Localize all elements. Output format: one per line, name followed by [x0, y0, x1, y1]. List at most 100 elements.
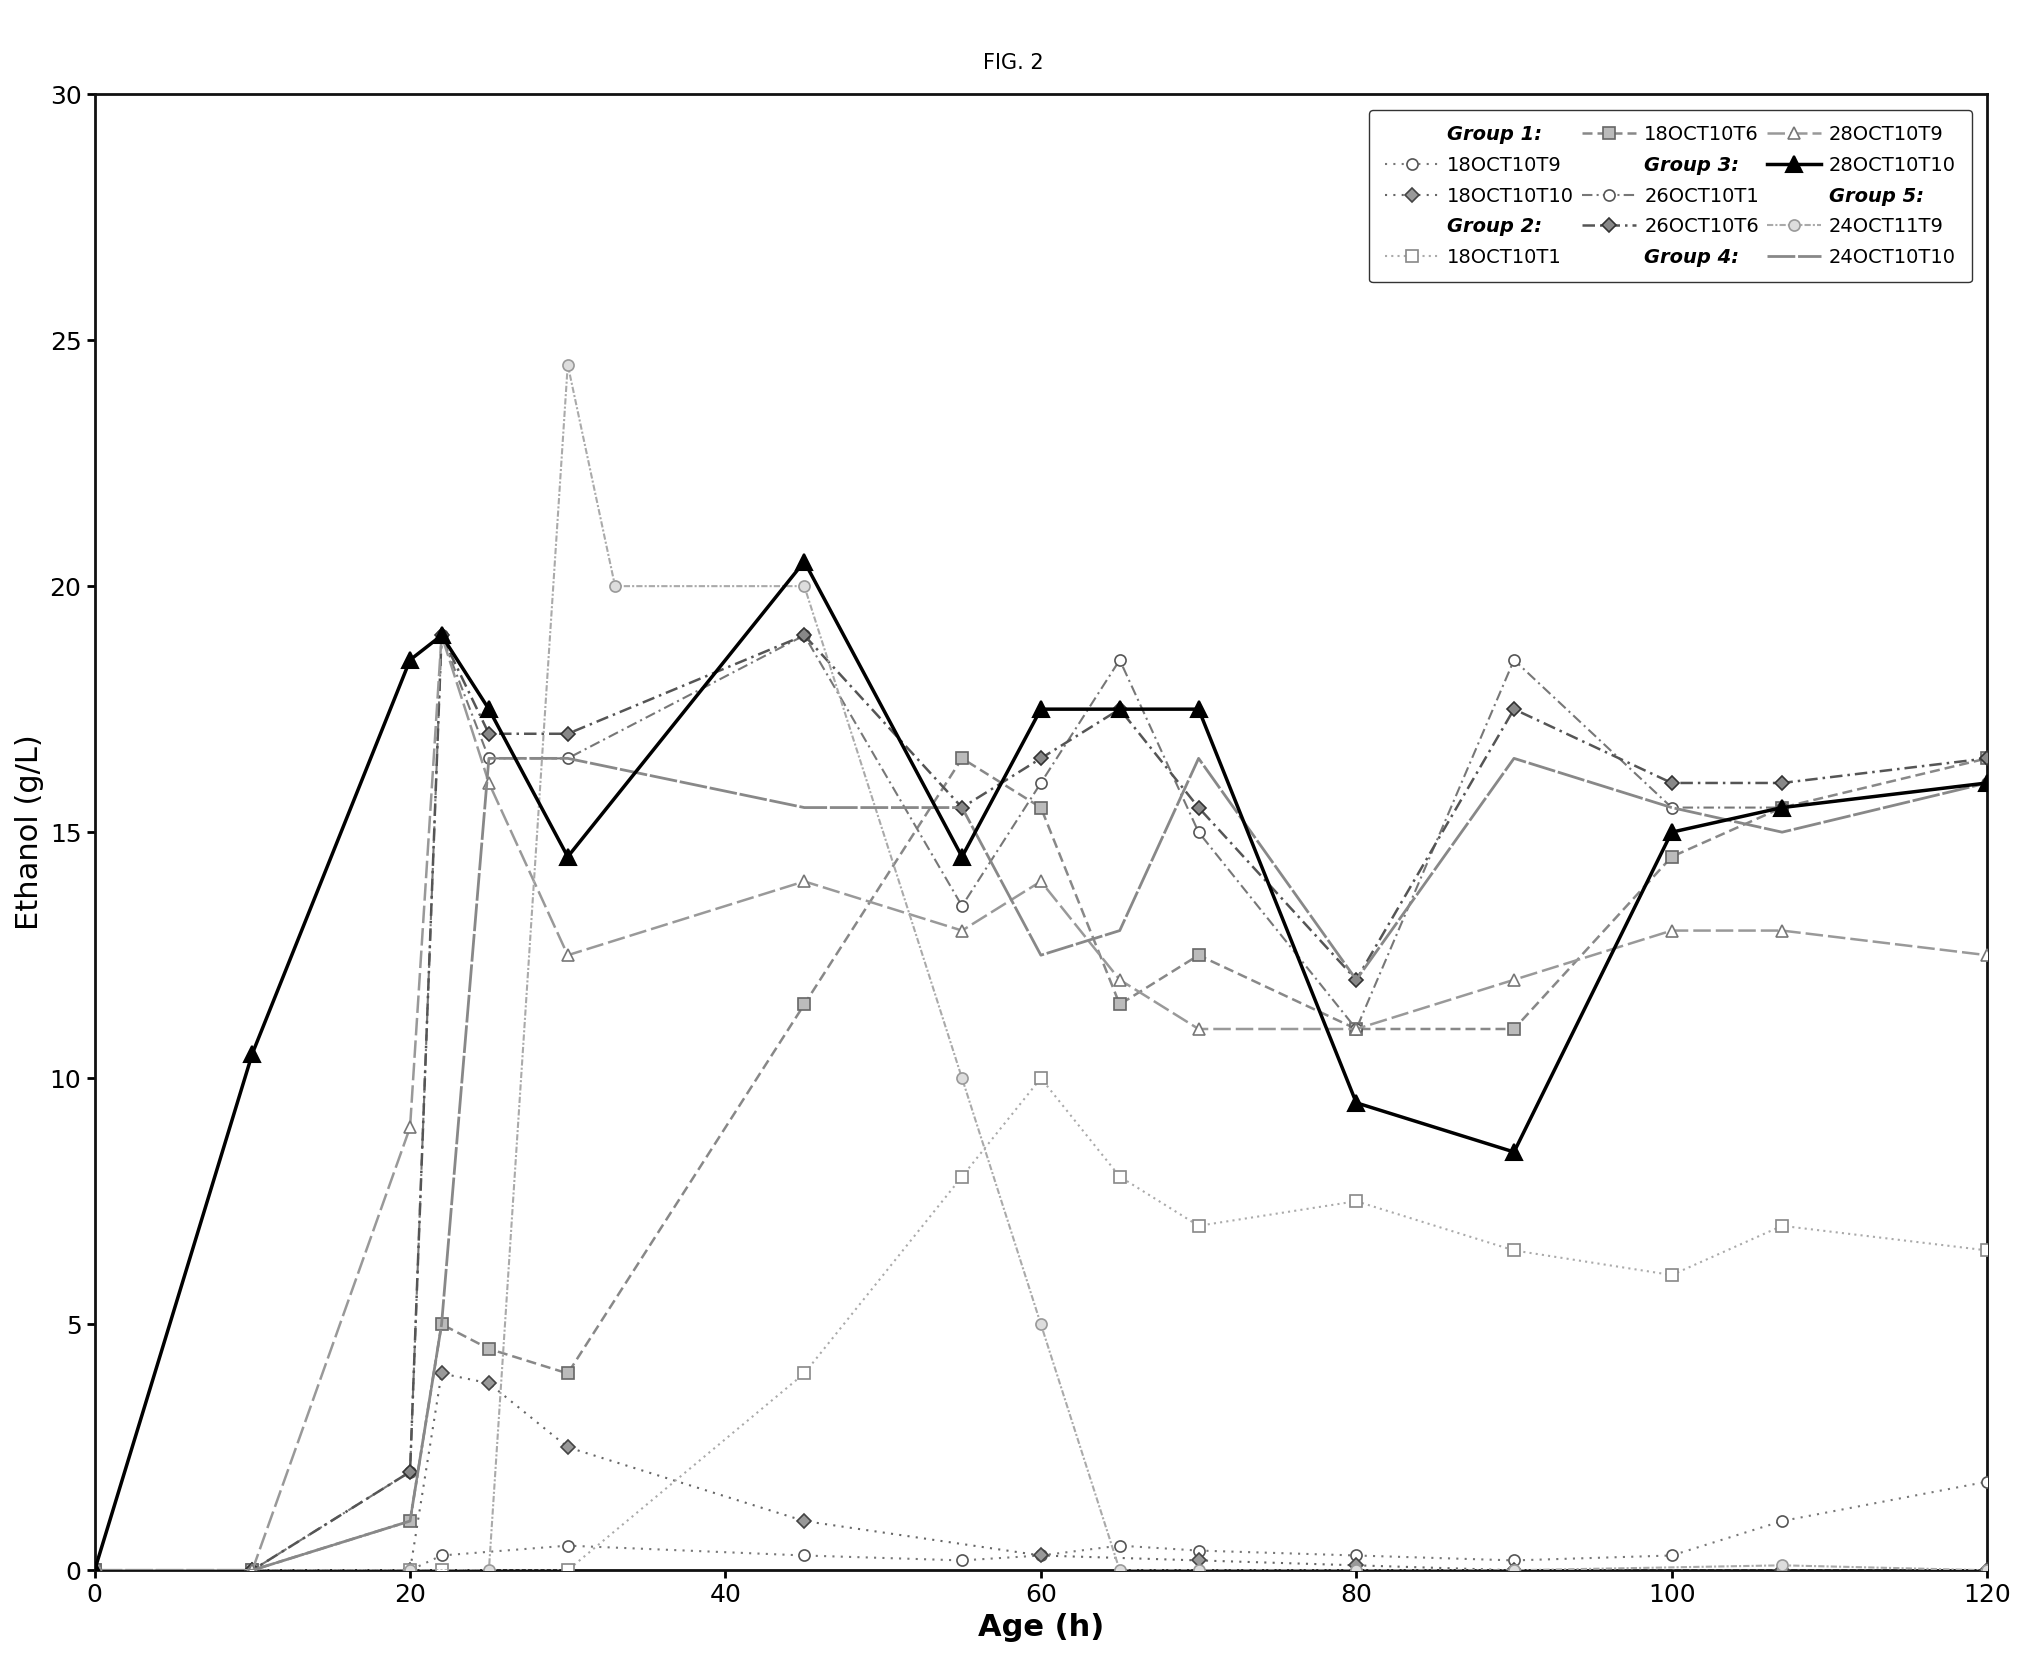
18OCT10T1	[1343, 1191, 1368, 1211]
26OCT10T6	[792, 625, 816, 645]
26OCT10T1	[1771, 797, 1795, 817]
24OCT10T10	[1975, 774, 2000, 794]
18OCT10T6	[430, 1314, 454, 1334]
18OCT10T6	[555, 1364, 579, 1384]
24OCT11T9	[1108, 1561, 1133, 1581]
18OCT10T1	[1029, 1069, 1054, 1089]
28OCT10T10	[430, 625, 454, 645]
26OCT10T1	[83, 1561, 107, 1581]
26OCT10T1	[792, 625, 816, 645]
24OCT11T9	[1029, 1314, 1054, 1334]
Line: 26OCT10T1: 26OCT10T1	[89, 630, 1994, 1576]
18OCT10T1	[241, 1561, 265, 1581]
Line: 18OCT10T9: 18OCT10T9	[89, 1476, 1994, 1576]
24OCT11T9	[1771, 1556, 1795, 1576]
Line: 28OCT10T9: 28OCT10T9	[89, 630, 1994, 1576]
26OCT10T6	[397, 1461, 421, 1481]
26OCT10T6	[1187, 797, 1212, 817]
26OCT10T1	[1343, 1019, 1368, 1039]
18OCT10T6	[476, 1339, 500, 1359]
28OCT10T10	[397, 650, 421, 669]
26OCT10T1	[950, 896, 975, 916]
24OCT10T10	[476, 749, 500, 769]
18OCT10T9	[792, 1546, 816, 1566]
28OCT10T9	[430, 625, 454, 645]
28OCT10T9	[1029, 872, 1054, 891]
18OCT10T9	[430, 1546, 454, 1566]
18OCT10T10	[1975, 1561, 2000, 1581]
28OCT10T10	[1975, 774, 2000, 794]
18OCT10T10	[792, 1511, 816, 1531]
24OCT11T9	[476, 1561, 500, 1581]
18OCT10T1	[1108, 1167, 1133, 1186]
24OCT10T10	[1343, 969, 1368, 989]
28OCT10T9	[1501, 969, 1526, 989]
18OCT10T1	[1659, 1264, 1684, 1284]
18OCT10T1	[950, 1167, 975, 1186]
26OCT10T6	[1343, 969, 1368, 989]
26OCT10T6	[1029, 749, 1054, 769]
26OCT10T1	[1659, 797, 1684, 817]
24OCT11T9	[83, 1561, 107, 1581]
26OCT10T6	[1771, 774, 1795, 794]
18OCT10T9	[241, 1561, 265, 1581]
24OCT10T10	[83, 1561, 107, 1581]
28OCT10T10	[1659, 822, 1684, 842]
24OCT11T9	[604, 577, 628, 597]
Line: 24OCT11T9: 24OCT11T9	[89, 360, 1994, 1576]
28OCT10T9	[1108, 969, 1133, 989]
24OCT10T10	[430, 1314, 454, 1334]
18OCT10T10	[1501, 1561, 1526, 1581]
18OCT10T6	[83, 1561, 107, 1581]
Y-axis label: Ethanol (g/L): Ethanol (g/L)	[14, 734, 45, 930]
18OCT10T6	[1501, 1019, 1526, 1039]
18OCT10T10	[241, 1561, 265, 1581]
X-axis label: Age (h): Age (h)	[979, 1612, 1104, 1642]
18OCT10T6	[1975, 749, 2000, 769]
28OCT10T10	[1029, 699, 1054, 719]
18OCT10T9	[1501, 1551, 1526, 1571]
18OCT10T10	[83, 1561, 107, 1581]
28OCT10T9	[83, 1561, 107, 1581]
18OCT10T10	[430, 1364, 454, 1384]
28OCT10T9	[1975, 944, 2000, 964]
26OCT10T6	[1659, 774, 1684, 794]
18OCT10T9	[1771, 1511, 1795, 1531]
28OCT10T9	[1187, 1019, 1212, 1039]
18OCT10T6	[950, 749, 975, 769]
18OCT10T10	[1187, 1551, 1212, 1571]
28OCT10T10	[1771, 797, 1795, 817]
24OCT10T10	[1659, 797, 1684, 817]
28OCT10T9	[241, 1561, 265, 1581]
18OCT10T6	[241, 1561, 265, 1581]
24OCT11T9	[397, 1561, 421, 1581]
26OCT10T6	[950, 797, 975, 817]
18OCT10T6	[1343, 1019, 1368, 1039]
26OCT10T1	[476, 749, 500, 769]
26OCT10T6	[555, 724, 579, 744]
18OCT10T9	[1659, 1546, 1684, 1566]
18OCT10T6	[397, 1511, 421, 1531]
18OCT10T10	[555, 1437, 579, 1457]
28OCT10T9	[476, 774, 500, 794]
18OCT10T6	[1108, 994, 1133, 1014]
26OCT10T6	[1501, 699, 1526, 719]
18OCT10T6	[1771, 797, 1795, 817]
28OCT10T10	[1343, 1094, 1368, 1114]
18OCT10T9	[950, 1551, 975, 1571]
18OCT10T9	[83, 1561, 107, 1581]
28OCT10T9	[1343, 1019, 1368, 1039]
28OCT10T10	[1108, 699, 1133, 719]
24OCT10T10	[555, 749, 579, 769]
18OCT10T6	[792, 994, 816, 1014]
24OCT11T9	[1501, 1561, 1526, 1581]
26OCT10T1	[1029, 774, 1054, 794]
18OCT10T9	[555, 1536, 579, 1556]
28OCT10T10	[241, 1044, 265, 1064]
24OCT10T10	[241, 1561, 265, 1581]
18OCT10T10	[397, 1561, 421, 1581]
Line: 18OCT10T1: 18OCT10T1	[89, 1072, 1994, 1576]
18OCT10T1	[1187, 1216, 1212, 1236]
Line: 18OCT10T6: 18OCT10T6	[89, 752, 1994, 1576]
28OCT10T10	[83, 1561, 107, 1581]
